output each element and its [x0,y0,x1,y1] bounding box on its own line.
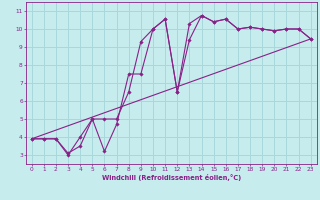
X-axis label: Windchill (Refroidissement éolien,°C): Windchill (Refroidissement éolien,°C) [101,174,241,181]
